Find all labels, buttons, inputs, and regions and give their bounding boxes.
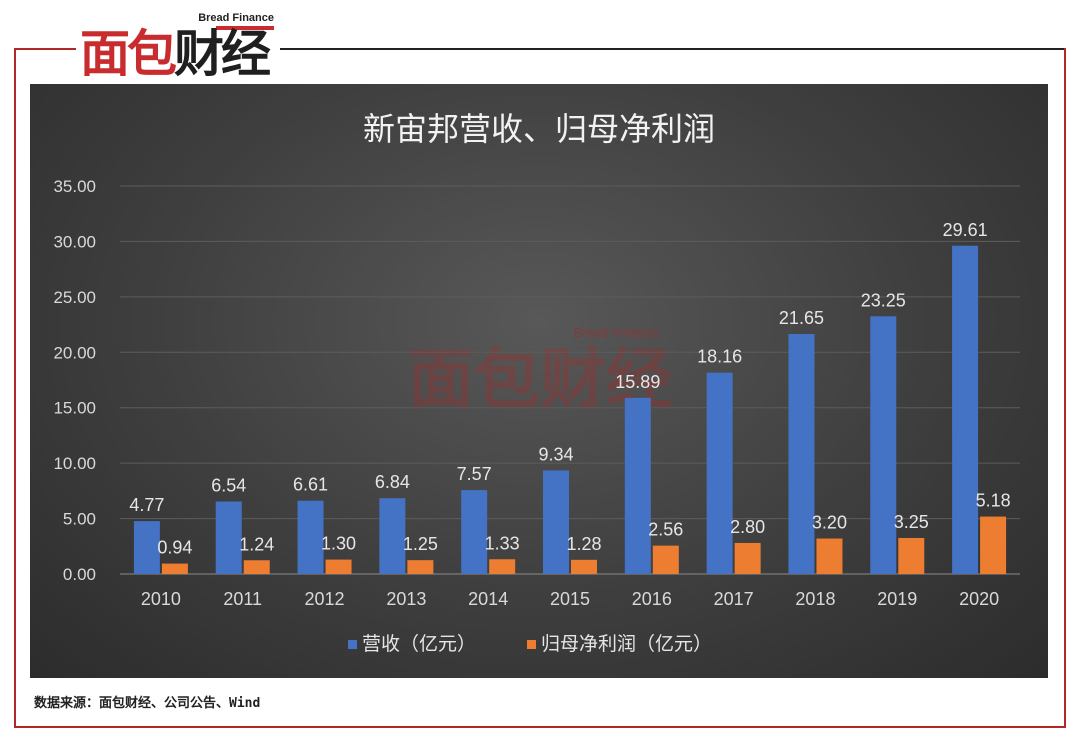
data-label-profit: 3.25 [894,512,929,532]
x-tick-label: 2013 [386,589,426,609]
watermark-english: Bread Finance [574,325,659,340]
bar-profit [980,516,1007,574]
bar-revenue [461,490,488,574]
data-label-revenue: 21.65 [779,308,824,328]
legend-swatch-profit [527,640,536,649]
bar-revenue [543,470,569,574]
data-label-revenue: 23.25 [861,290,906,310]
x-tick-label: 2017 [714,589,754,609]
y-axis: 0.00 5.00 10.00 15.00 20.00 25.00 30.00 35.00 [53,177,96,584]
bar-revenue [706,372,733,574]
y-tick-label: 25.00 [53,288,96,307]
logo-chinese-text: 面包财经 [80,25,271,83]
y-tick-label: 0.00 [63,565,96,584]
data-label-profit: 1.33 [485,533,520,553]
data-label-revenue: 18.16 [697,347,742,367]
y-tick-label: 35.00 [53,177,96,196]
y-tick-label: 5.00 [63,510,96,529]
brand-logo: Bread Finance 面包财经 [76,10,280,82]
bar-profit [734,542,761,574]
x-tick-label: 2016 [632,589,672,609]
bar-revenue [379,498,406,574]
x-tick-label: 2015 [550,589,590,609]
data-label-revenue: 6.54 [211,475,246,495]
logo-char-3: 财 [174,25,224,83]
bars [133,245,1007,574]
y-tick-label: 20.00 [53,343,96,362]
bar-profit [489,559,516,574]
bar-revenue [624,397,651,574]
bar-profit [243,560,270,574]
data-label-profit: 5.18 [976,491,1011,511]
bar-revenue [215,501,242,574]
bar-profit [161,563,188,574]
bar-revenue [297,500,324,574]
bar-chart: Bread Finance 面包财经 新宙邦营收、归母净利润 0.005.001… [53,110,1020,655]
source-note: 数据来源：面包财经、公司公告、Wind [34,696,261,711]
frame-border-bottom [14,726,1066,728]
x-tick-label: 2010 [141,589,181,609]
logo-char-2: 包 [127,25,177,83]
logo-english-text: Bread Finance [198,12,274,24]
bar-profit [898,537,925,574]
data-labels: 4.77 0.94 6.54 1.24 6.61 1.30 6.84 1.25 7.57 1.33… [129,220,1010,558]
logo-accent-bar [216,26,274,30]
bar-profit [407,560,434,574]
gridlines [120,185,1020,575]
legend: 营收（亿元） 归母净利润（亿元） [348,633,712,655]
data-label-revenue: 7.57 [457,464,492,484]
data-label-profit: 1.28 [566,534,601,554]
data-label-profit: 2.56 [648,520,683,540]
data-label-revenue: 6.84 [375,472,410,492]
legend-swatch-revenue [348,640,357,649]
frame-border-top-right [280,48,1066,50]
bar-profit [325,559,352,574]
data-label-profit: 1.30 [321,534,356,554]
legend-label-profit: 归母净利润（亿元） [541,633,712,655]
data-label-profit: 1.24 [239,534,274,554]
x-tick-label: 2012 [305,589,345,609]
data-label-revenue: 6.61 [293,475,328,495]
legend-label-revenue: 营收（亿元） [362,633,476,655]
bar-profit [816,538,843,574]
frame-border-left [14,48,16,728]
data-label-profit: 3.20 [812,513,847,533]
logo-char-1: 面 [80,25,130,83]
data-label-profit: 1.25 [403,534,438,554]
chart-panel: Bread Finance 面包财经 新宙邦营收、归母净利润 0.00 5.00 1… [30,84,1048,678]
data-label-profit: 2.80 [730,517,765,537]
x-tick-label: 2014 [468,589,508,609]
y-tick-label: 10.00 [53,454,96,473]
bar-profit [652,545,679,574]
data-label-revenue: 29.61 [943,220,988,240]
frame-border-right [1064,48,1066,728]
x-axis: 2010 2011 2012 2013 2014 2015 2016 2017 2018 2019… [141,589,999,609]
bar-revenue [870,316,897,574]
y-tick-label: 30.00 [53,232,96,251]
bar-revenue [133,521,160,574]
bar-revenue [952,245,979,574]
chart-title: 新宙邦营收、归母净利润 [363,110,715,148]
x-tick-label: 2011 [223,589,262,609]
x-tick-label: 2019 [877,589,917,609]
x-tick-label: 2018 [795,589,835,609]
x-tick-label: 2020 [959,589,999,609]
bar-profit [571,559,597,574]
y-tick-label: 15.00 [53,399,96,418]
data-label-revenue: 15.89 [615,372,660,392]
logo-char-4: 经 [221,25,271,83]
data-label-profit: 0.94 [157,538,192,558]
frame-border-top-left [14,48,76,50]
data-label-revenue: 4.77 [129,495,164,515]
data-label-revenue: 9.34 [538,444,573,464]
bar-revenue [788,333,815,574]
